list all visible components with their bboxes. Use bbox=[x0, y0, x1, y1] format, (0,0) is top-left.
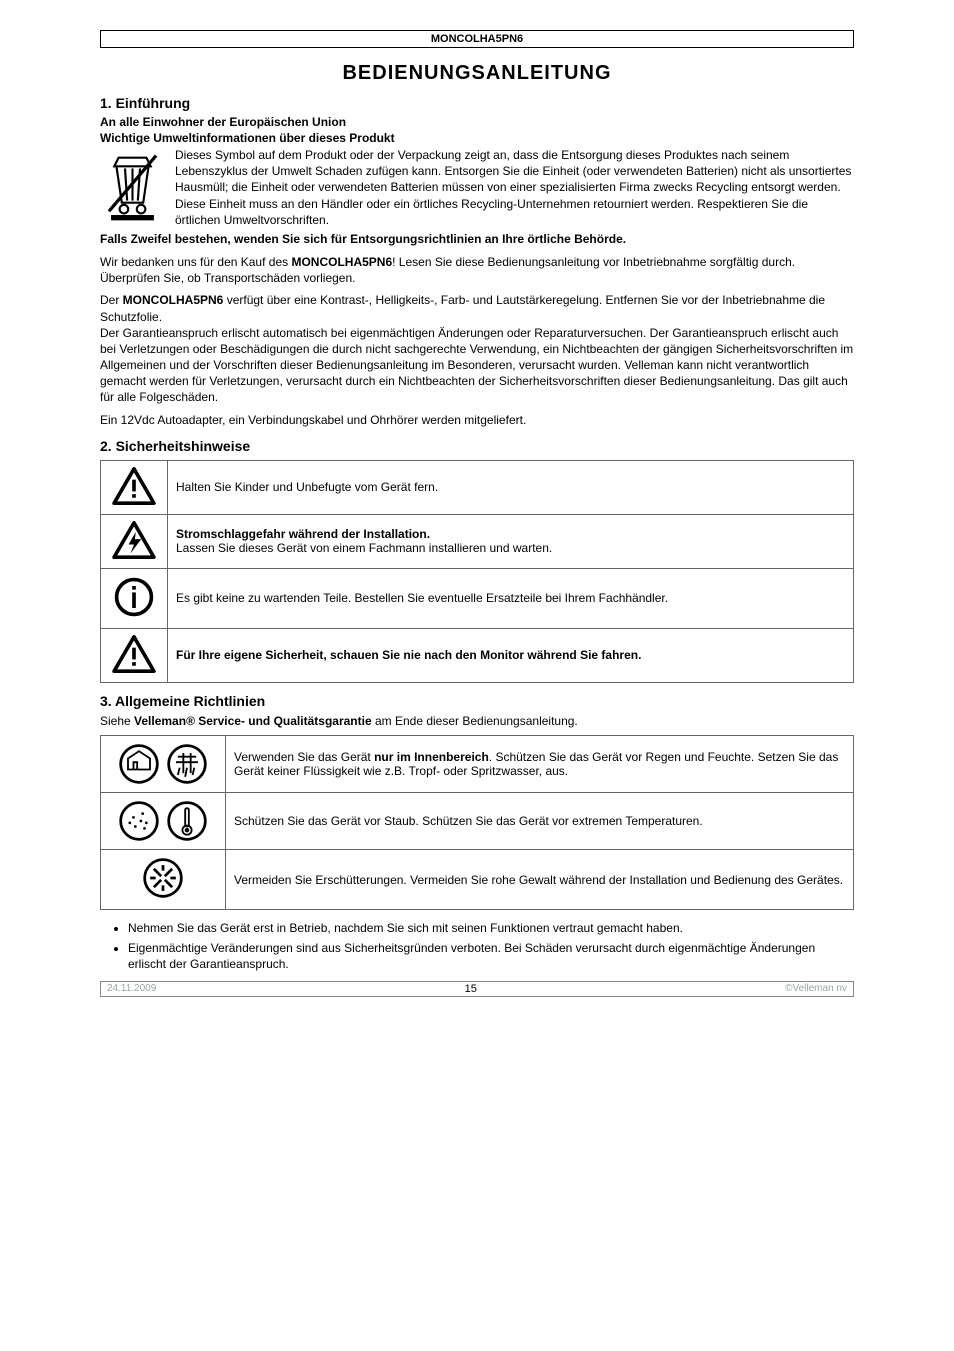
indoor-moisture-icons bbox=[101, 736, 226, 793]
bullet-list: Nehmen Sie das Gerät erst in Betrieb, na… bbox=[100, 920, 854, 973]
page: MONCOLHA5PN6 BEDIENUNGSANLEITUNG 1. Einf… bbox=[0, 0, 954, 1027]
shock-text: Lassen Sie dieses Gerät von einem Fachma… bbox=[176, 541, 552, 555]
safety-row: Stromschlaggefahr während der Installati… bbox=[101, 514, 854, 568]
footer-copyright: ©Velleman nv bbox=[785, 983, 847, 994]
doubt-text: Falls Zweifel bestehen, wenden Sie sich … bbox=[100, 232, 854, 246]
safety-text: Für Ihre eigene Sicherheit, schauen Sie … bbox=[168, 628, 854, 682]
section2-heading: 2. Sicherheitshinweise bbox=[100, 438, 854, 454]
safety-table: Halten Sie Kinder und Unbefugte vom Gerä… bbox=[100, 460, 854, 683]
section1-sub2: Wichtige Umweltinformationen über dieses… bbox=[100, 131, 854, 145]
safety-text: Halten Sie Kinder und Unbefugte vom Gerä… bbox=[168, 460, 854, 514]
warning-icon bbox=[101, 460, 168, 514]
footer-date: 24.11.2009 bbox=[107, 983, 156, 994]
guide-text: Schützen Sie das Gerät vor Staub. Schütz… bbox=[226, 793, 854, 850]
shock-bold: Stromschlaggefahr während der Installati… bbox=[176, 527, 430, 541]
section1-heading: 1. Einführung bbox=[100, 95, 854, 111]
guide-row: Verwenden Sie das Gerät nur im Innenbere… bbox=[101, 736, 854, 793]
safety-row: Halten Sie Kinder und Unbefugte vom Gerä… bbox=[101, 460, 854, 514]
guide-text: Verwenden Sie das Gerät nur im Innenbere… bbox=[226, 736, 854, 793]
dust-temp-icons bbox=[101, 793, 226, 850]
main-title: BEDIENUNGSANLEITUNG bbox=[100, 62, 854, 85]
see-paragraph: Siehe Velleman® Service- und Qualitätsga… bbox=[100, 713, 854, 729]
warranty-paragraph: Der Garantieanspruch erlischt automatisc… bbox=[100, 325, 854, 406]
see-pre: Siehe bbox=[100, 714, 134, 728]
footer-page: 15 bbox=[465, 983, 477, 995]
bullet-item: Eigenmächtige Veränderungen sind aus Sic… bbox=[128, 940, 854, 972]
weee-text: Dieses Symbol auf dem Produkt oder der V… bbox=[175, 147, 854, 228]
g1-pre: Verwenden Sie das Gerät bbox=[234, 750, 374, 764]
guide-row: Vermeiden Sie Erschütterungen. Vermeiden… bbox=[101, 850, 854, 910]
bullet-item: Nehmen Sie das Gerät erst in Betrieb, na… bbox=[128, 920, 854, 936]
thanks-paragraph: Wir bedanken uns für den Kauf des MONCOL… bbox=[100, 254, 854, 286]
features-pre: Der bbox=[100, 293, 123, 307]
see-bold: Velleman® Service- und Qualitätsgarantie bbox=[134, 714, 372, 728]
features-paragraph: Der MONCOLHA5PN6 verfügt über eine Kontr… bbox=[100, 292, 854, 324]
shock-icon bbox=[101, 850, 226, 910]
safety-row: Für Ihre eigene Sicherheit, schauen Sie … bbox=[101, 628, 854, 682]
safety-row: Es gibt keine zu wartenden Teile. Bestel… bbox=[101, 568, 854, 628]
warning-icon bbox=[101, 628, 168, 682]
features-code: MONCOLHA5PN6 bbox=[123, 293, 224, 307]
section1-sub1: An alle Einwohner der Europäischen Union bbox=[100, 115, 854, 129]
thanks-code: MONCOLHA5PN6 bbox=[291, 255, 392, 269]
see-post: am Ende dieser Bedienungsanleitung. bbox=[372, 714, 578, 728]
guidelines-table: Verwenden Sie das Gerät nur im Innenbere… bbox=[100, 735, 854, 910]
weee-icon bbox=[100, 147, 165, 227]
guide-row: Schützen Sie das Gerät vor Staub. Schütz… bbox=[101, 793, 854, 850]
section3-heading: 3. Allgemeine Richtlinien bbox=[100, 693, 854, 709]
header-product-code: MONCOLHA5PN6 bbox=[100, 30, 854, 48]
g1-bold: nur im Innenbereich bbox=[374, 750, 489, 764]
thanks-pre: Wir bedanken uns für den Kauf des bbox=[100, 255, 291, 269]
footer: 24.11.2009 15 ©Velleman nv bbox=[100, 981, 854, 997]
shock-icon bbox=[101, 514, 168, 568]
info-icon bbox=[101, 568, 168, 628]
weee-row: Dieses Symbol auf dem Produkt oder der V… bbox=[100, 147, 854, 228]
accessories-paragraph: Ein 12Vdc Autoadapter, ein Verbindungska… bbox=[100, 412, 854, 428]
guide-text: Vermeiden Sie Erschütterungen. Vermeiden… bbox=[226, 850, 854, 910]
safety-text: Es gibt keine zu wartenden Teile. Bestel… bbox=[168, 568, 854, 628]
safety-text: Stromschlaggefahr während der Installati… bbox=[168, 514, 854, 568]
